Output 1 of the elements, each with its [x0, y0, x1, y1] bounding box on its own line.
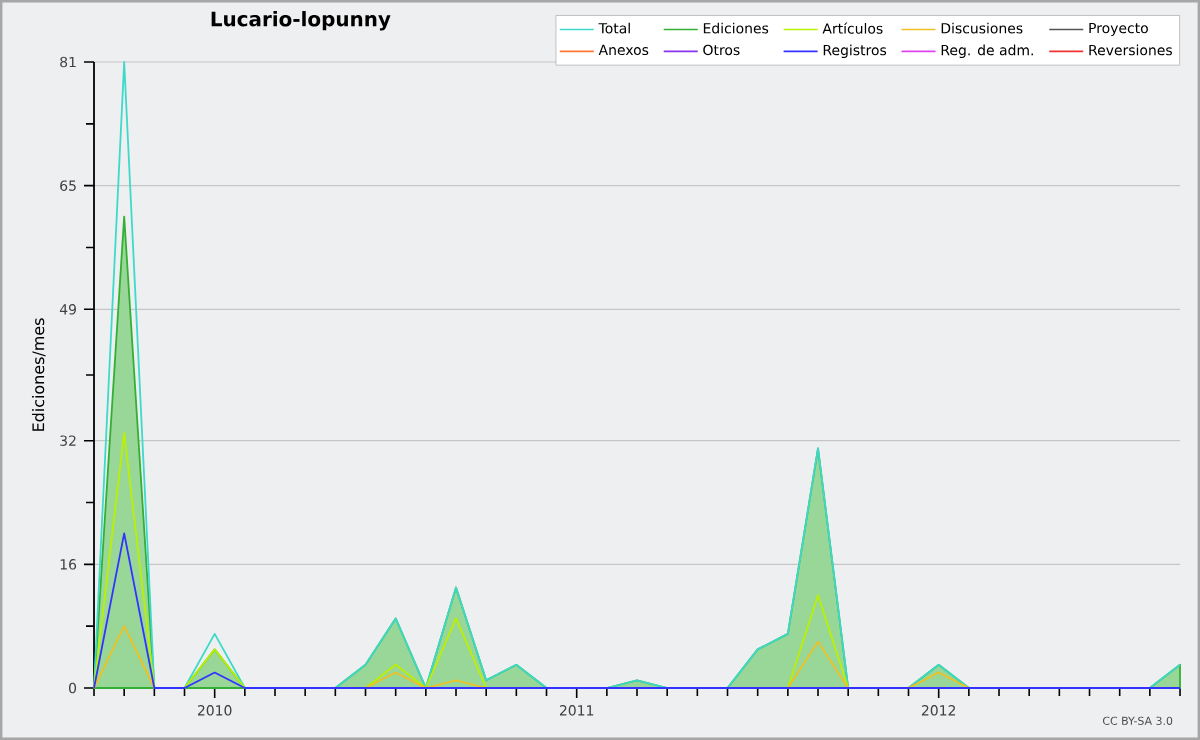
chart-title: Lucario-lopunny	[211, 11, 391, 31]
